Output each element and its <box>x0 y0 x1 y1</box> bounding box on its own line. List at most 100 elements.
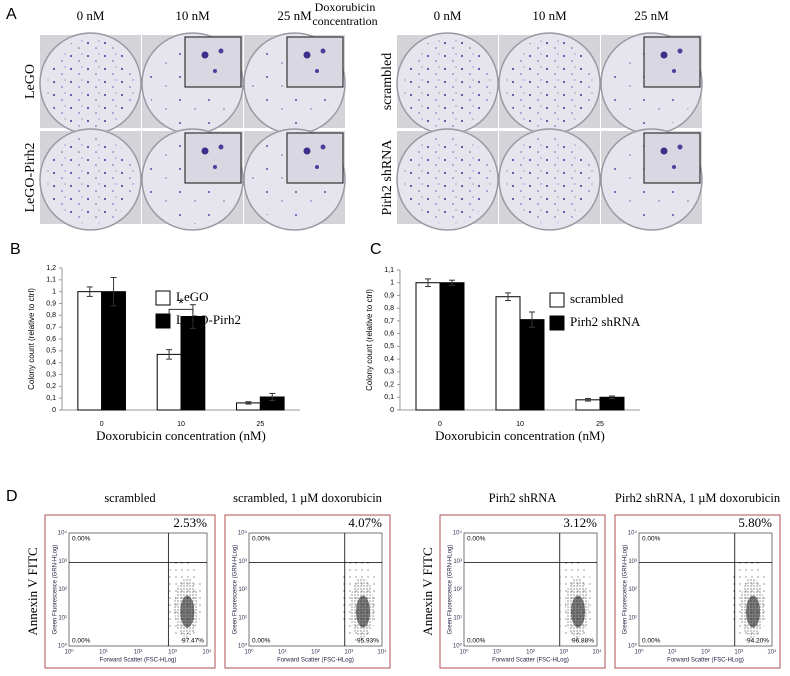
colonies <box>403 39 492 128</box>
y-tick-label: 10³ <box>453 559 462 565</box>
y-tick-label: 1 <box>390 280 394 287</box>
legend-label: scrambled <box>570 291 624 306</box>
x-tick-label: 10⁰ <box>244 649 254 656</box>
y-tick-label: 1,1 <box>46 277 56 284</box>
y-tick-label: 10⁴ <box>238 530 248 537</box>
plot-title: scrambled, 1 µM doxorubicin <box>233 491 383 505</box>
panel-label: C <box>370 241 382 258</box>
y-title: Annexin V FITC <box>25 547 40 635</box>
dose-header: Doxorubicin concentration <box>312 0 378 28</box>
panel-label: D <box>6 488 18 505</box>
y-tick-label: 0,9 <box>46 300 56 307</box>
y-tick-label: 0,8 <box>384 305 394 312</box>
dose-label: 10 nM <box>175 8 210 23</box>
y-axis-label: Colony count (relative to ctrl) <box>27 288 36 390</box>
y-tick-label: 0,1 <box>384 394 394 401</box>
zoom-inset <box>184 36 242 88</box>
plot-area <box>68 532 208 647</box>
bar <box>599 396 625 411</box>
y-tick-label: 0 <box>52 407 56 414</box>
y-tick-label: 10¹ <box>58 615 67 621</box>
y-tick-label: 0,4 <box>384 356 394 363</box>
colony <box>218 48 224 54</box>
y-tick-label: 0,1 <box>46 395 56 402</box>
x-tick-label: 10¹ <box>278 650 287 656</box>
plot-area <box>248 532 383 647</box>
plot-area <box>638 532 773 647</box>
colony <box>315 165 319 169</box>
x-tick-label: 10⁴ <box>767 649 777 656</box>
y-axis-title: Green Fluorescence (GRN-HLog) <box>623 545 629 635</box>
x-tick-label: 10⁰ <box>459 649 469 656</box>
y-axis-title: Green Fluorescence (GRN-HLog) <box>448 545 454 635</box>
y-tick-label: 10² <box>238 587 247 593</box>
error-bar <box>425 278 431 288</box>
error-bar <box>86 286 93 297</box>
x-tick-label: 10³ <box>734 650 743 656</box>
legend-swatch <box>549 292 565 308</box>
y-tick-label: 1,1 <box>384 267 394 274</box>
bar <box>439 282 465 411</box>
y-tick-label: 10⁰ <box>58 643 68 650</box>
colony <box>672 69 676 73</box>
colony <box>218 144 224 150</box>
zoom-inset <box>286 36 344 88</box>
x-axis-title: Forward Scatter (FSC-HLog) <box>277 658 354 664</box>
error-bar <box>269 392 276 402</box>
x-tick-label: 25 <box>596 421 604 428</box>
y-tick-label: 10² <box>58 587 67 593</box>
y-tick-label: 10⁰ <box>453 643 463 650</box>
y-axis-label: Colony count (relative to ctrl) <box>365 289 374 391</box>
y-axis-title: Green Fluorescence (GRN-HLog) <box>233 545 239 635</box>
quadrant-ul: 0.00% <box>252 536 271 543</box>
quadrant-ur: 5.80% <box>738 515 772 530</box>
row-label: LeGO <box>23 64 38 99</box>
legend-swatch <box>155 290 171 306</box>
error-bar <box>505 292 511 302</box>
x-axis-title: Forward Scatter (FSC-HLog) <box>492 658 569 664</box>
quadrant-lr: 97.47% <box>182 638 204 645</box>
quadrant-ur: 3.12% <box>563 515 597 530</box>
y-tick-label: 10⁴ <box>58 530 68 537</box>
row-label: LeGO-Pirh2 <box>23 143 38 213</box>
y-tick-label: 10¹ <box>238 615 247 621</box>
x-tick-label: 10¹ <box>668 650 677 656</box>
error-bar <box>585 398 591 402</box>
zoom-inset <box>286 132 344 184</box>
x-axis-label: Doxorubicin concentration (nM) <box>96 428 266 443</box>
dose-label: 0 nM <box>434 8 462 23</box>
quadrant-ul: 0.00% <box>642 536 661 543</box>
error-bar <box>189 304 196 329</box>
y-tick-label: 0,2 <box>46 383 56 390</box>
layer: A 0 nM 10 nM 25 nM LeGO LeGO-Pirh2 0 nM 10 nM 25… <box>6 6 781 669</box>
quadrant-lr: 94.20% <box>747 638 769 645</box>
dose-label: 25 nM <box>277 8 312 23</box>
x-tick-label: 10⁰ <box>64 649 74 656</box>
event-core <box>571 595 586 628</box>
colony <box>320 48 326 54</box>
x-tick-label: 25 <box>256 421 264 428</box>
colony <box>201 147 209 155</box>
error-bar <box>449 279 455 286</box>
plot-title: Pirh2 shRNA, 1 µM doxorubicin <box>615 491 781 505</box>
x-tick-label: 10² <box>701 650 710 656</box>
zoom-inset <box>643 36 701 88</box>
dose-label: 10 nM <box>532 8 567 23</box>
bar <box>180 316 206 411</box>
y-tick-label: 10³ <box>58 559 67 565</box>
error-bar <box>110 276 117 307</box>
y-tick-label: 0,5 <box>46 348 56 355</box>
y-tick-label: 0,9 <box>384 292 394 299</box>
colonies <box>505 39 594 128</box>
bar <box>156 353 182 411</box>
legend-label: LeGO <box>176 289 209 304</box>
x-tick-label: 10⁴ <box>202 649 212 656</box>
y-tick-label: 10¹ <box>453 615 462 621</box>
colony <box>213 69 217 73</box>
zoom-inset <box>643 132 701 184</box>
y-tick-label: 10⁴ <box>453 530 463 537</box>
x-axis-title: Forward Scatter (FSC-HLog) <box>100 658 177 664</box>
x-tick-label: 0 <box>438 421 442 428</box>
quadrant-ul: 0.00% <box>72 536 91 543</box>
